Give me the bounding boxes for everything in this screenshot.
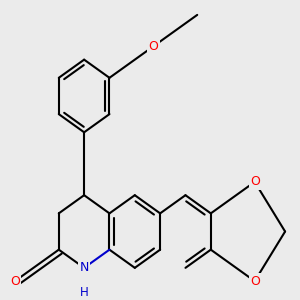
Text: O: O (250, 176, 260, 188)
Text: O: O (250, 274, 260, 288)
Text: N: N (80, 261, 89, 274)
Text: O: O (148, 40, 158, 53)
Text: H: H (80, 286, 88, 299)
Text: O: O (10, 274, 20, 288)
